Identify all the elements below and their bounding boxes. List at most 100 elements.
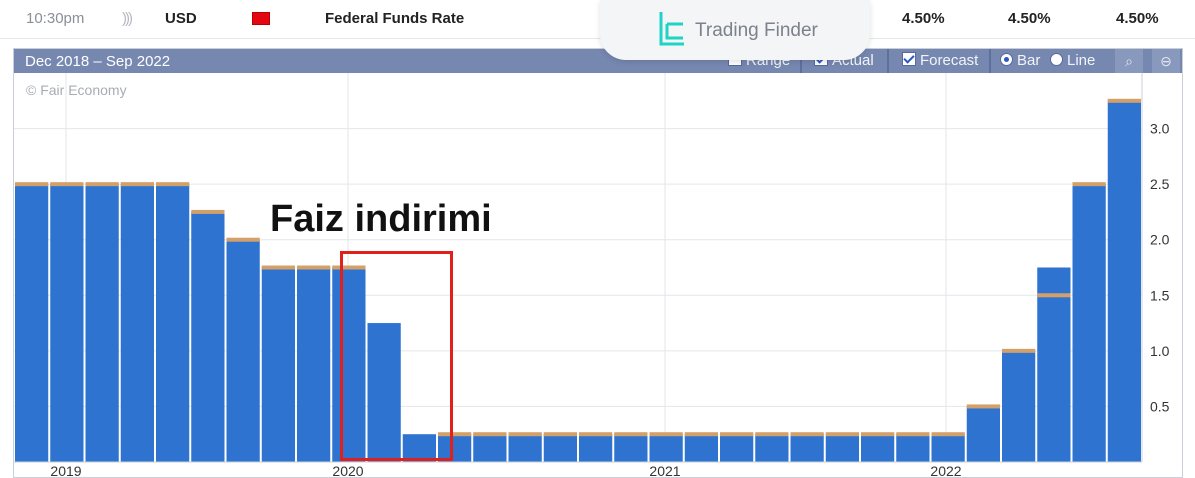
event-time: 10:30pm (26, 10, 85, 27)
actual-bar (614, 434, 648, 462)
forecast-marker (931, 432, 965, 437)
forecast-marker (1037, 293, 1071, 298)
forecast-marker (1107, 98, 1141, 103)
actual-bar (1072, 184, 1106, 462)
actual-bar (649, 434, 683, 462)
forecast-marker (261, 265, 295, 270)
actual-bar (85, 184, 119, 462)
actual-bar (473, 434, 507, 462)
y-tick-label: 3.0 (1150, 121, 1170, 137)
actual-bar (226, 239, 260, 462)
forecast-marker (191, 209, 225, 214)
forecast-marker (438, 432, 472, 437)
annotation-label: Faiz indirimi (270, 198, 492, 240)
actual-bar (402, 434, 436, 462)
forecast-marker (156, 182, 190, 187)
previous-value: 4.50% (1116, 10, 1159, 27)
forecast-marker (508, 432, 542, 437)
actual-bar (790, 434, 824, 462)
actual-bar (297, 267, 331, 462)
forecast-marker (332, 265, 366, 270)
forecast-checkbox[interactable] (902, 52, 916, 66)
brand-name: Trading Finder (695, 20, 818, 41)
brand-tab: Trading Finder (600, 0, 870, 60)
line-radio[interactable] (1050, 53, 1063, 66)
forecast-marker (1002, 348, 1036, 353)
forecast-marker (790, 432, 824, 437)
actual-bar (1107, 100, 1141, 463)
header-divider (800, 49, 802, 73)
actual-bar (543, 434, 577, 462)
bar-label: Bar (1017, 52, 1041, 69)
actual-bar (120, 184, 154, 462)
forecast-marker (720, 432, 754, 437)
forecast-marker (543, 432, 577, 437)
actual-bar (896, 434, 930, 462)
line-label: Line (1067, 52, 1096, 69)
x-tick-label: 2020 (332, 463, 363, 478)
actual-bar (579, 434, 613, 462)
forecast-marker (15, 182, 49, 187)
event-name[interactable]: Federal Funds Rate (325, 10, 465, 27)
x-tick-label: 2021 (649, 463, 680, 478)
actual-bar (755, 434, 789, 462)
actual-bar (508, 434, 542, 462)
forecast-marker (966, 404, 1000, 409)
line-option[interactable]: Line (1050, 52, 1095, 70)
actual-bar (191, 211, 225, 462)
actual-bar (684, 434, 718, 462)
actual-bar (438, 434, 472, 462)
x-tick-label: 2022 (930, 463, 961, 478)
y-tick-label: 1.5 (1150, 287, 1170, 303)
actual-bar (1002, 350, 1036, 462)
forecast-marker (473, 432, 507, 437)
actual-bar (367, 323, 401, 462)
forecast-value: 4.50% (1008, 10, 1051, 27)
forecast-marker (1072, 182, 1106, 187)
actual-bar (1037, 267, 1071, 462)
forecast-marker (50, 182, 84, 187)
forecast-marker (861, 432, 895, 437)
date-range-label: Dec 2018 – Sep 2022 (25, 53, 171, 70)
annotation-box (340, 251, 453, 461)
actual-bar (861, 434, 895, 462)
zoom-out-icon[interactable]: ⊖ (1152, 49, 1180, 73)
trading-finder-logo-icon (659, 12, 684, 46)
x-tick-label: 2019 (50, 463, 81, 478)
event-row[interactable]: 10:30pm ))) USD Federal Funds Rate 4.50%… (0, 0, 1195, 39)
event-currency: USD (165, 10, 197, 27)
actual-bar (261, 267, 295, 462)
forecast-marker (579, 432, 613, 437)
bar-option[interactable]: Bar (1000, 52, 1040, 70)
actual-bar (720, 434, 754, 462)
y-tick-label: 1.0 (1150, 343, 1170, 359)
actual-bar (15, 184, 49, 462)
forecast-marker (120, 182, 154, 187)
forecast-marker (684, 432, 718, 437)
forecast-marker (825, 432, 859, 437)
forecast-marker (755, 432, 789, 437)
actual-value: 4.50% (902, 10, 945, 27)
forecast-marker (297, 265, 331, 270)
forecast-toggle[interactable]: Forecast (902, 52, 978, 70)
watermark-text: © Fair Economy (26, 82, 127, 98)
zoom-in-icon[interactable]: ⌕ (1115, 49, 1143, 73)
actual-bar (50, 184, 84, 462)
chart-header: Dec 2018 – Sep 2022 Range Actual Forecas… (14, 49, 1182, 73)
actual-bar (931, 434, 965, 462)
y-tick-label: 0.5 (1150, 398, 1170, 414)
forecast-marker (226, 237, 260, 242)
sound-waves-icon: ))) (122, 10, 133, 27)
header-divider (989, 49, 991, 73)
high-impact-folder-icon[interactable] (252, 12, 270, 25)
actual-bar (156, 184, 190, 462)
forecast-marker (614, 432, 648, 437)
actual-bar (966, 406, 1000, 462)
actual-bar (332, 267, 366, 462)
forecast-marker (649, 432, 683, 437)
forecast-marker (896, 432, 930, 437)
header-divider (887, 49, 889, 73)
bar-radio[interactable] (1000, 53, 1013, 66)
forecast-marker (85, 182, 119, 187)
